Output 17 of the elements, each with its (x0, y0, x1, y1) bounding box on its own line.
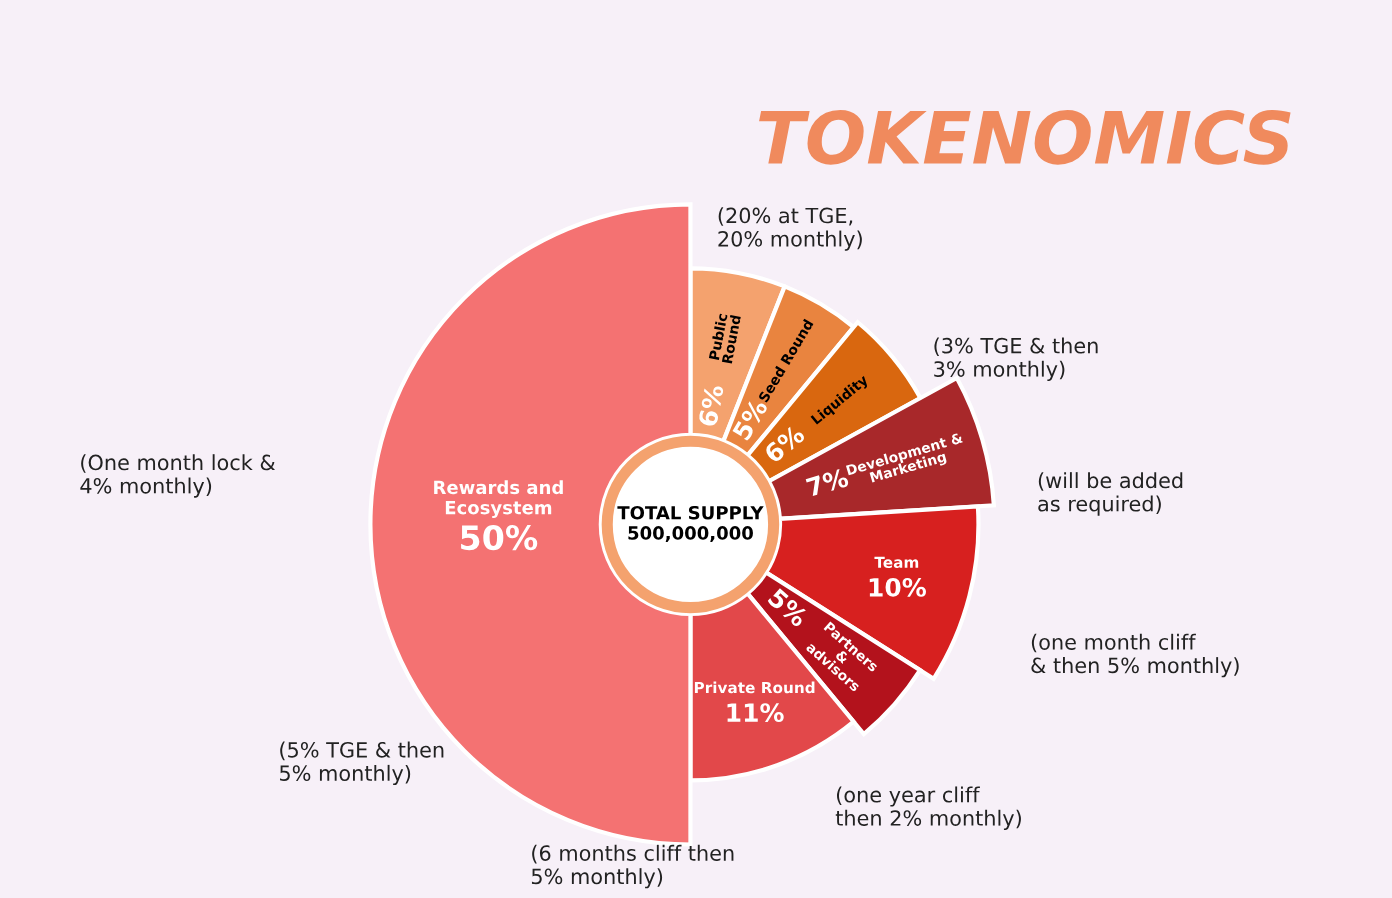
text: (One month lock & 4% monthly) (80, 454, 276, 498)
data-label: 6% (697, 383, 724, 427)
data-label: 5% (767, 587, 810, 628)
chart-title: TOKENOMICS (759, 110, 1291, 165)
data-label: 11% (727, 703, 784, 723)
text: TOTAL SUPPLY 500,000,000 (617, 505, 764, 543)
slice-label: Rewards and Ecosystem (434, 480, 563, 519)
data-label: 6% (762, 423, 806, 464)
text: (one month cliff & then 5% monthly) (1031, 633, 1239, 678)
text: (one year cliff then 2% monthly) (835, 786, 1021, 830)
text: (20% at TGE, 20% monthly) (718, 207, 862, 251)
text: (3% TGE & then 3% monthly) (934, 337, 1098, 381)
text: (5% TGE & then 5% monthly) (280, 741, 444, 786)
data-label: 10% (869, 577, 926, 597)
data-label: 50% (461, 525, 538, 551)
text: (6 months cliff then 5% monthly) (531, 844, 734, 889)
text: (will be added as required) (1038, 472, 1183, 516)
